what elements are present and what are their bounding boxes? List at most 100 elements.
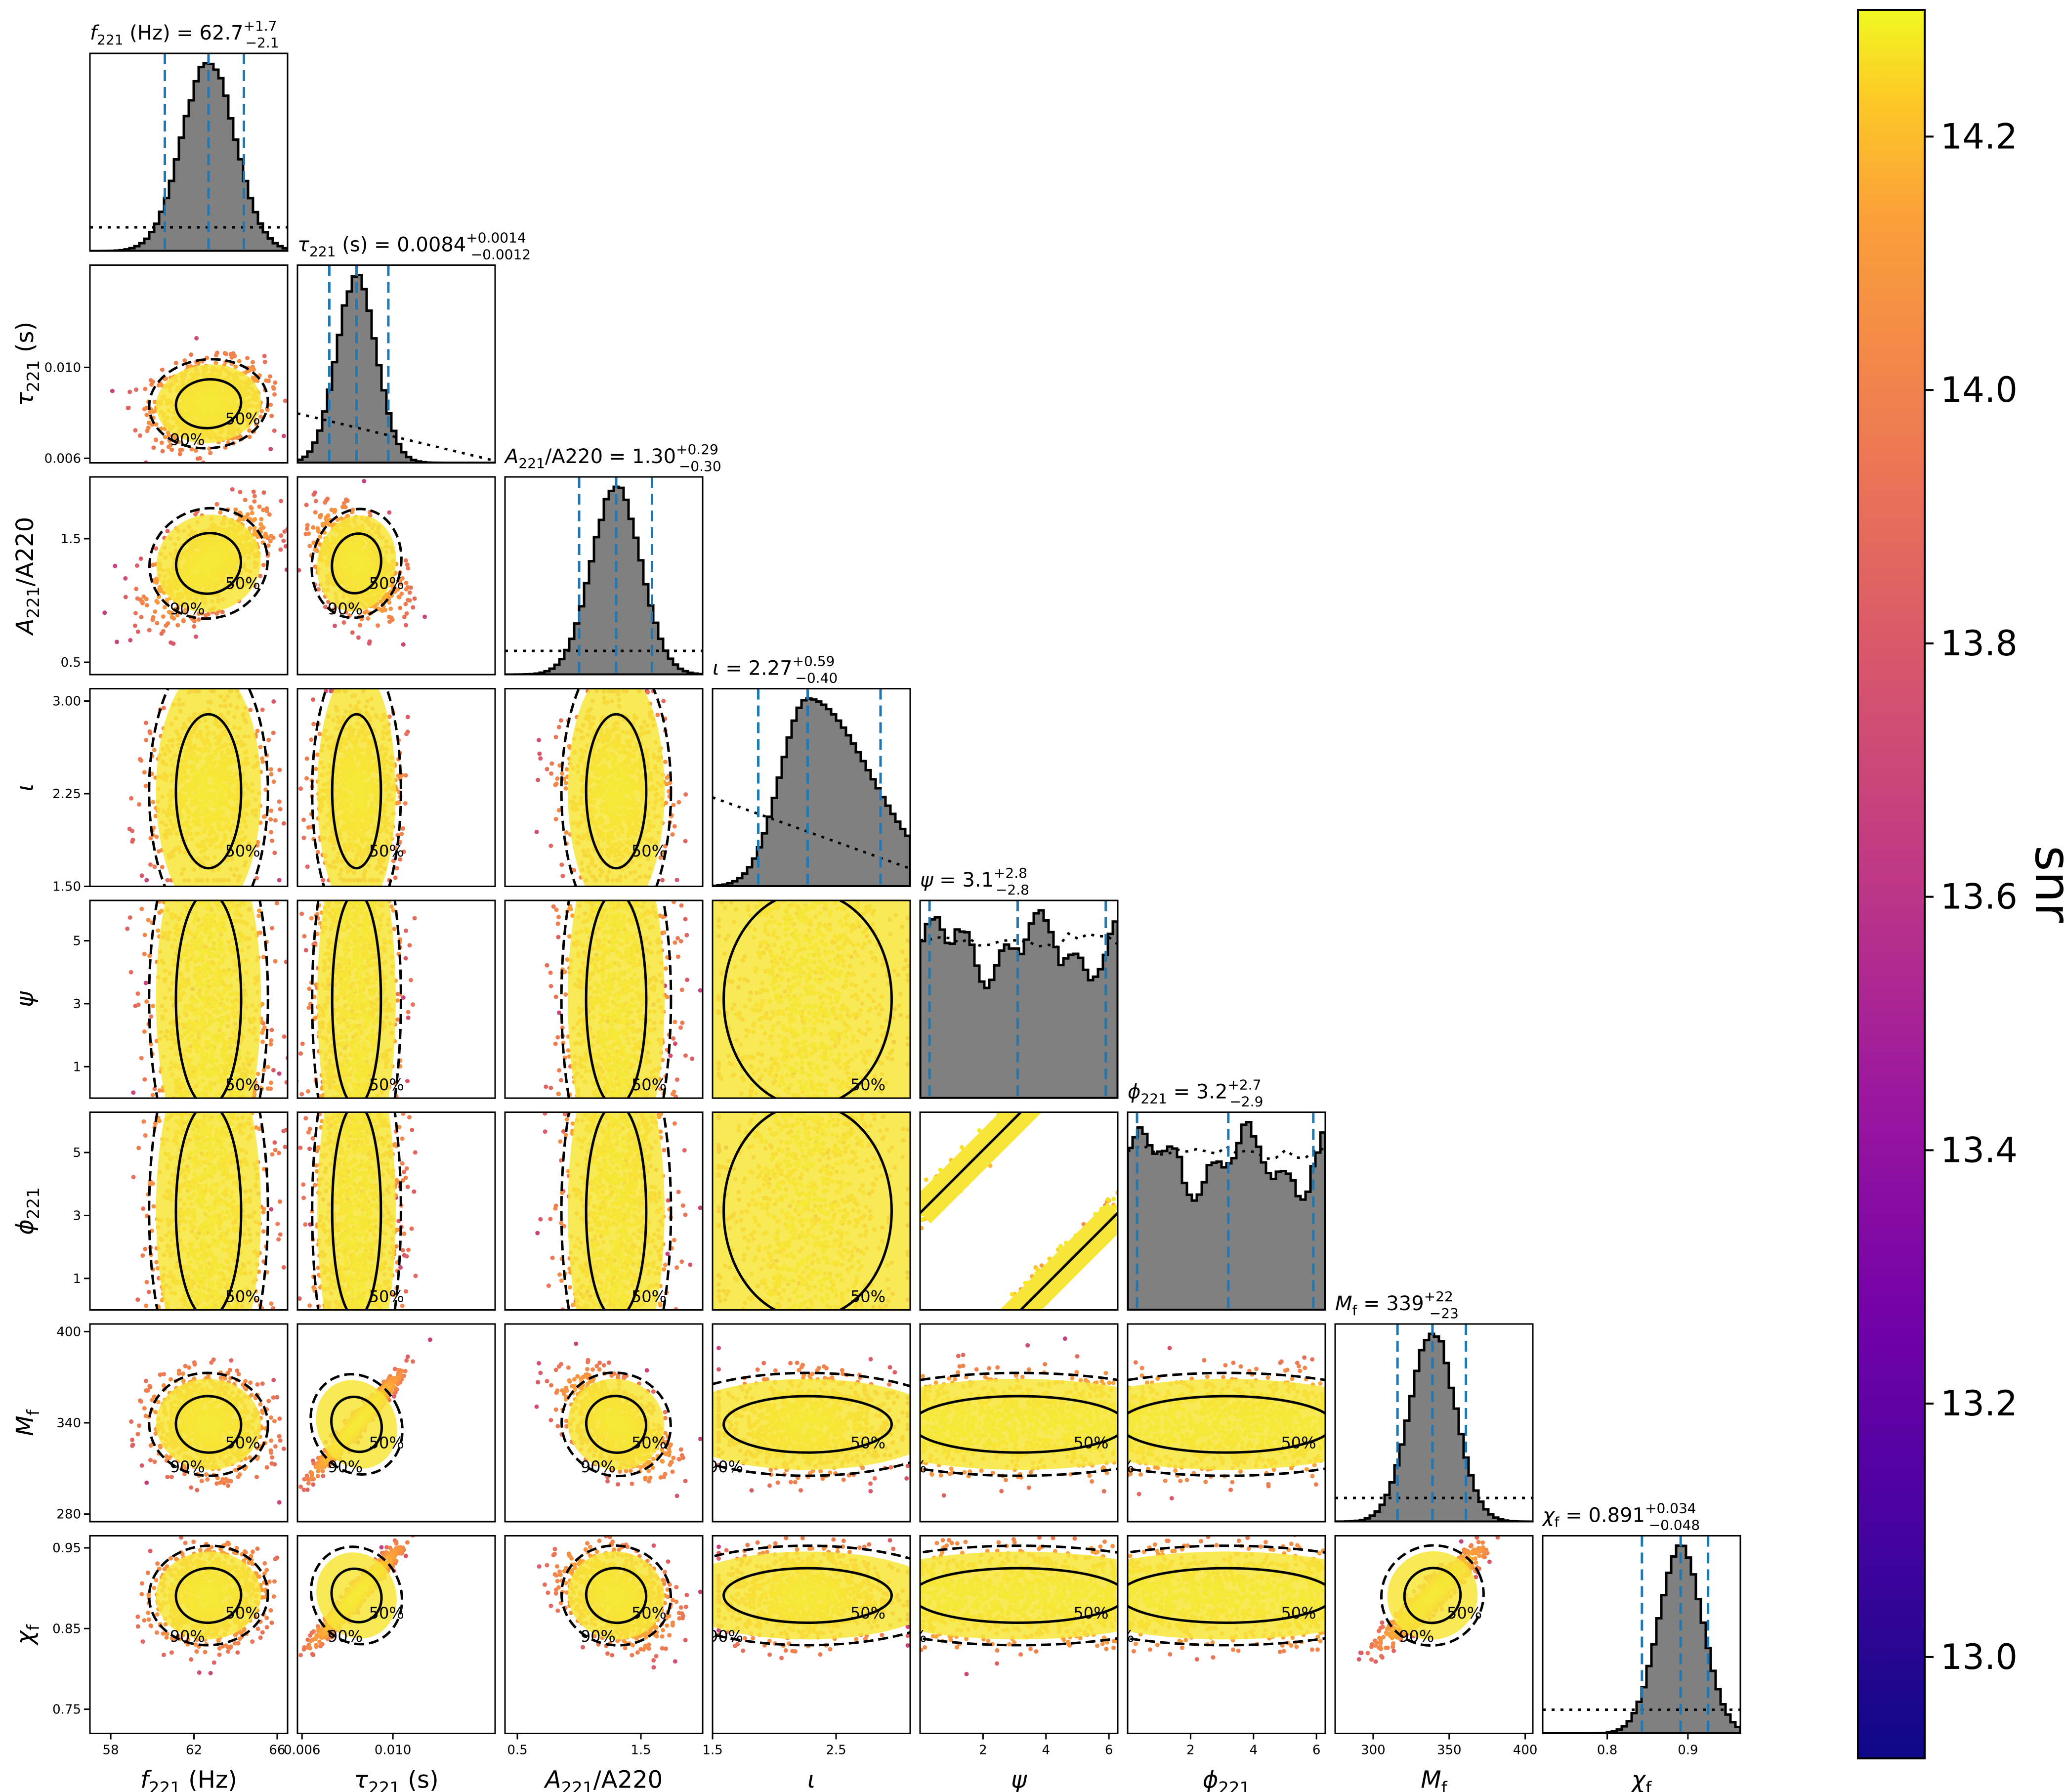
sample-point xyxy=(183,607,188,612)
panel-frame xyxy=(89,688,289,887)
sample-point xyxy=(655,713,660,718)
sample-point xyxy=(660,878,665,883)
sample-point xyxy=(262,353,267,358)
sample-point xyxy=(283,398,288,403)
sample-point xyxy=(261,562,266,567)
sample-point xyxy=(165,878,170,883)
sample-point xyxy=(350,630,355,635)
contour-label-50: 50% xyxy=(369,842,404,860)
sample-point xyxy=(266,737,271,742)
sample-point xyxy=(683,792,688,797)
sample-point xyxy=(168,442,173,447)
sample-point xyxy=(403,558,408,563)
sample-point xyxy=(162,605,167,610)
sample-point xyxy=(165,529,170,534)
sample-point xyxy=(252,499,257,504)
sample-point xyxy=(133,428,138,433)
sample-point xyxy=(169,615,174,620)
sample-point xyxy=(137,433,142,438)
sample-point xyxy=(255,840,260,845)
sample-point xyxy=(668,780,673,785)
sample-point xyxy=(340,505,345,510)
sample-point xyxy=(134,563,139,568)
sample-point xyxy=(553,735,558,740)
sample-point xyxy=(182,358,187,363)
sample-point xyxy=(142,770,147,775)
panel-iota-vs-a221: 50%90% xyxy=(504,688,704,887)
sample-point xyxy=(144,878,149,883)
sample-point xyxy=(341,501,346,506)
sample-point xyxy=(258,745,263,750)
sample-point xyxy=(230,487,235,492)
sample-point xyxy=(133,611,138,616)
sample-point xyxy=(224,351,229,356)
sample-point xyxy=(190,485,195,490)
contour-90 xyxy=(148,507,269,620)
sample-point xyxy=(268,767,273,772)
sample-point xyxy=(357,623,362,628)
sample-point xyxy=(404,623,409,628)
density-core xyxy=(156,364,261,443)
sample-point xyxy=(213,361,218,366)
sample-point xyxy=(260,707,265,712)
sample-point xyxy=(192,624,197,629)
sample-point xyxy=(549,761,554,766)
contour-label-90: 90% xyxy=(170,599,205,618)
y-tick-label: 2.25 xyxy=(52,787,81,802)
sample-point xyxy=(233,364,238,369)
sample-point xyxy=(114,640,119,644)
density-core xyxy=(156,514,261,612)
sample-point xyxy=(269,772,274,777)
sample-point xyxy=(139,873,144,878)
sample-point xyxy=(102,610,107,615)
panel-grid: f221 (Hz) = 62.7+1.7 −2.150%90%0.0060.010… xyxy=(11,18,1741,1792)
sample-point xyxy=(181,618,186,623)
sample-point xyxy=(318,514,323,519)
sample-point xyxy=(177,452,182,457)
y-axis-label-tau221: τ221 (s) xyxy=(11,322,43,407)
sample-point xyxy=(268,539,273,544)
sample-point xyxy=(194,336,199,341)
sample-point xyxy=(134,587,139,592)
contour-90 xyxy=(148,688,269,887)
sample-point xyxy=(134,387,139,392)
panel-frame xyxy=(296,688,496,887)
sample-point xyxy=(138,556,143,561)
sample-point xyxy=(259,517,264,522)
sample-point xyxy=(278,547,283,552)
sample-point xyxy=(376,623,380,628)
sample-point xyxy=(123,576,128,581)
sample-point xyxy=(155,600,160,605)
sample-point xyxy=(135,629,140,634)
sample-point xyxy=(404,611,409,616)
contour-label-50: 50% xyxy=(225,842,260,860)
sample-point xyxy=(553,817,558,822)
sample-point xyxy=(258,414,263,419)
sample-point xyxy=(364,609,369,614)
sample-point xyxy=(316,529,321,534)
sample-point xyxy=(323,500,328,505)
sample-point xyxy=(271,730,276,735)
sample-point xyxy=(545,767,549,771)
sample-point xyxy=(176,439,181,444)
sample-point xyxy=(137,802,142,807)
sample-point xyxy=(295,863,299,867)
sample-point xyxy=(247,434,252,439)
contour-50 xyxy=(331,713,382,870)
sample-point xyxy=(154,834,159,839)
sample-point xyxy=(269,533,274,538)
sample-point xyxy=(140,599,145,604)
sample-point xyxy=(404,731,409,736)
sample-point xyxy=(269,414,274,419)
sample-point xyxy=(557,763,562,768)
sample-point xyxy=(333,623,337,628)
sample-point xyxy=(144,413,149,418)
contour-50 xyxy=(174,378,243,429)
contour-label-90: 90% xyxy=(328,599,363,618)
panel-tau221-vs-tau221: τ221 (s) = 0.0084+0.0014 −0.0012 xyxy=(296,230,531,464)
sample-point xyxy=(148,836,153,841)
sample-point xyxy=(154,546,159,551)
sample-point xyxy=(160,449,165,454)
contour-label-90: 90% xyxy=(170,430,205,449)
sample-point xyxy=(169,447,174,452)
